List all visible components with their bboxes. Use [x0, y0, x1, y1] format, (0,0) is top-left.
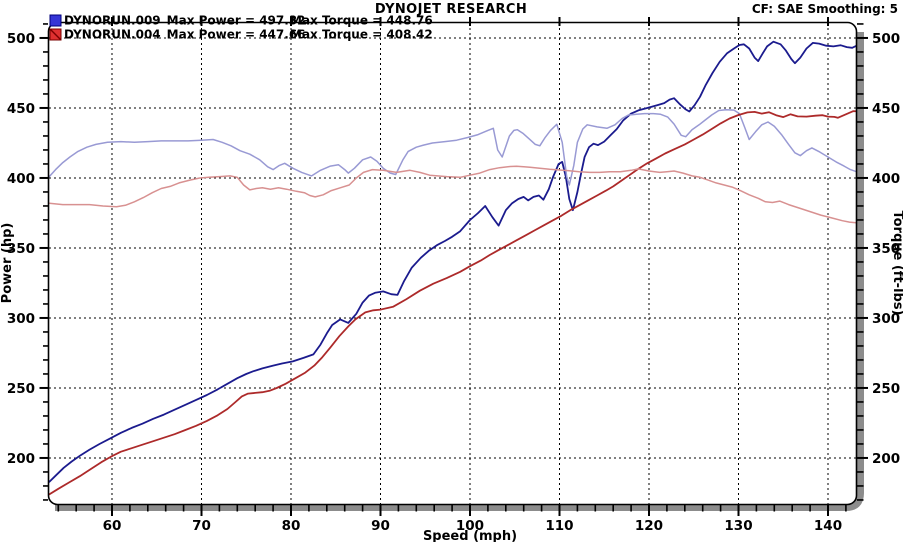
axis-ticks: [39, 17, 868, 516]
x-tick-label-140: 140: [814, 518, 842, 534]
x-axis-title: Speed (mph): [423, 529, 517, 542]
right-tick-label-400: 400: [872, 171, 900, 187]
x-tick-label-130: 130: [724, 518, 752, 534]
right-tick-label-350: 350: [872, 241, 900, 257]
right-tick-label-500: 500: [872, 31, 900, 47]
left-tick-label-300: 300: [7, 311, 35, 327]
axis-tick-labels: 60 70 80 90 100 110 120 130 140 200 250 300 350 400 45…: [7, 31, 900, 534]
curve-dynorun-009-torque-ft-lbs-: [49, 108, 856, 186]
plot-area: [48, 22, 857, 505]
x-tick-label-100: 100: [456, 518, 484, 534]
left-tick-label-350: 350: [7, 241, 35, 257]
curves: [49, 40, 856, 496]
legend-row-run-004: DYNORUN.004 Max Power = 447.66 Max Torque…: [49, 28, 433, 42]
curve-dynorun-004-torque-ft-lbs-: [49, 165, 856, 224]
legend-run-torque: Max Torque = 408.42: [290, 28, 433, 42]
x-tick-label-90: 90: [371, 518, 390, 534]
x-tick-label-70: 70: [192, 518, 211, 534]
legend-swatch-strike-icon: [49, 28, 62, 41]
page-title: DYNOJET RESEARCH: [375, 2, 527, 17]
legend-run-name: DYNORUN.004 Max Power = 447.66: [64, 28, 306, 42]
right-axis-title: Torque (ft-lbs): [890, 210, 903, 315]
curve-dynorun-009-power-hp-: [49, 40, 856, 483]
right-tick-label-300: 300: [872, 311, 900, 327]
left-tick-label-450: 450: [7, 101, 35, 117]
x-tick-label-110: 110: [545, 518, 573, 534]
gridlines: [49, 23, 856, 504]
curve-dynorun-004-power-hp-: [49, 110, 856, 496]
legend-row-run-009: DYNORUN.009 Max Power = 497.32 Max Torque…: [49, 14, 433, 28]
plot-frame: [47, 21, 858, 506]
x-tick-label-120: 120: [635, 518, 663, 534]
left-tick-label-200: 200: [7, 451, 35, 467]
right-tick-label-450: 450: [872, 101, 900, 117]
x-tick-label-60: 60: [103, 518, 122, 534]
left-tick-label-250: 250: [7, 381, 35, 397]
right-tick-label-200: 200: [872, 451, 900, 467]
left-tick-label-400: 400: [7, 171, 35, 187]
left-axis-title: Power (hp): [0, 223, 15, 304]
legend-run-torque: Max Torque = 448.76: [290, 14, 433, 28]
legend: DYNORUN.009 Max Power = 497.32 Max Torque…: [49, 14, 433, 42]
x-tick-label-80: 80: [282, 518, 301, 534]
correction-smoothing-label: CF: SAE Smoothing: 5: [752, 2, 898, 16]
legend-run-name: DYNORUN.009 Max Power = 497.32: [64, 14, 306, 28]
left-tick-label-500: 500: [7, 31, 35, 47]
legend-swatch-run-009: [49, 14, 62, 27]
right-tick-label-250: 250: [872, 381, 900, 397]
